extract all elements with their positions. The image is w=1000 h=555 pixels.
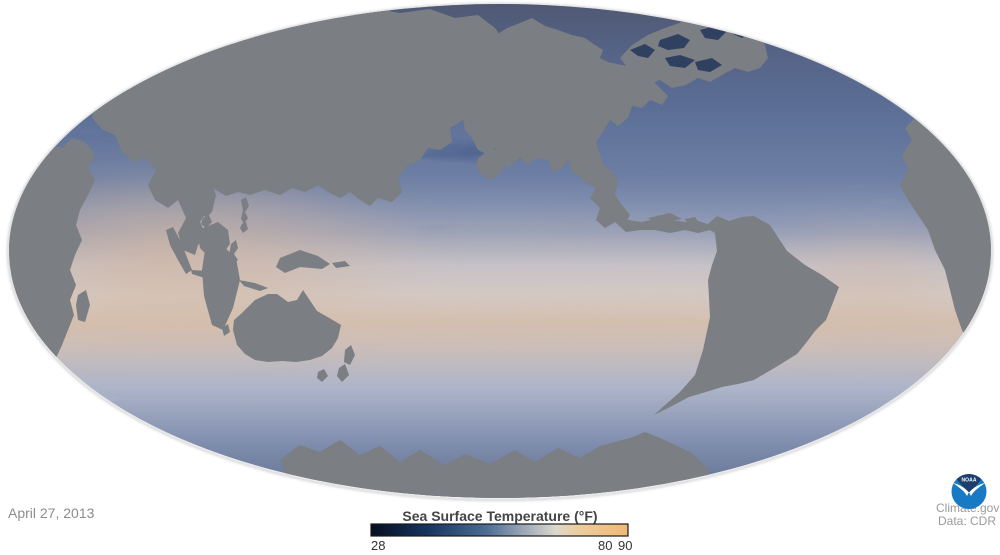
svg-text:NOAA: NOAA [961, 478, 976, 484]
